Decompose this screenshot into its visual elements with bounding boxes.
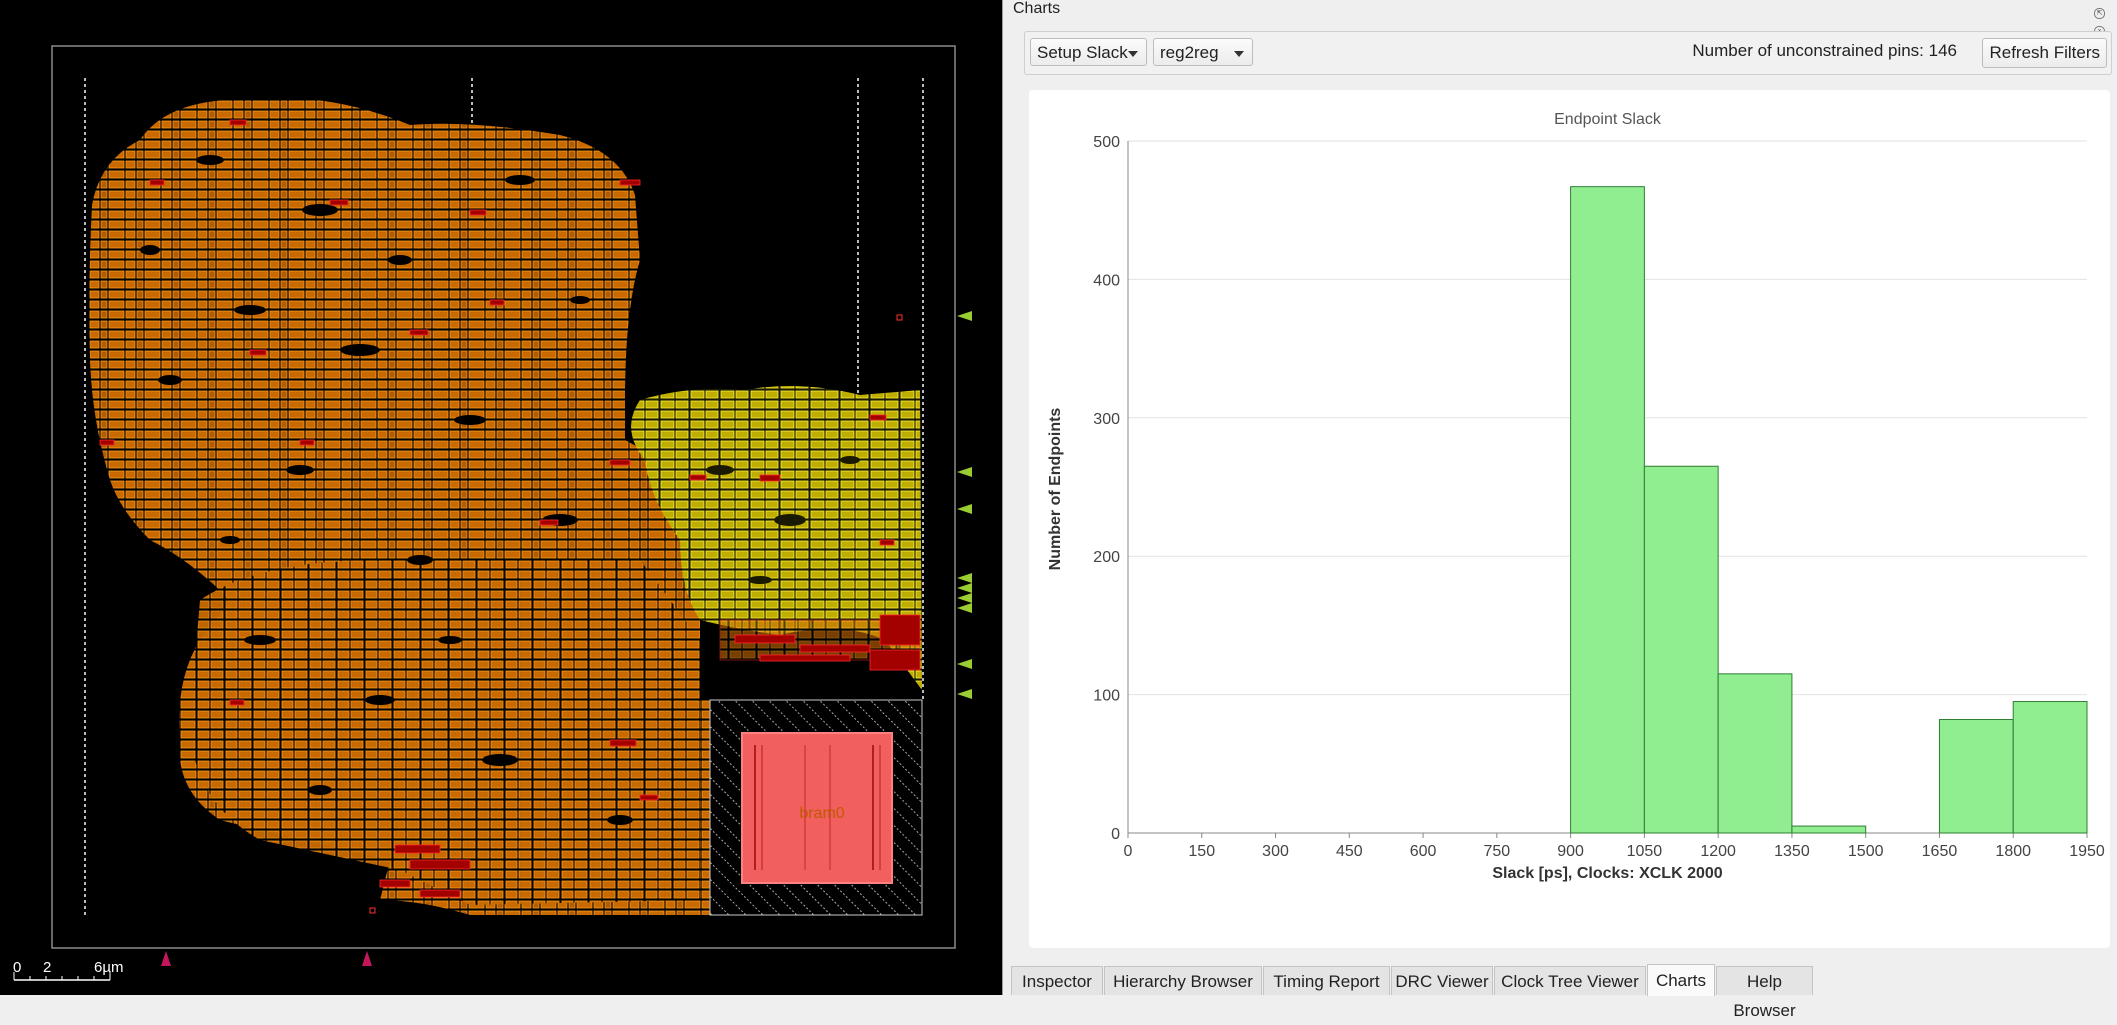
dock-controls: ⇱×	[2093, 2, 2115, 37]
bottom-tab-bar: Inspector Hierarchy Browser Timing Report D…	[1008, 964, 2117, 1020]
x-axis-label: Slack [ps], Clocks: XCLK 2000	[1492, 865, 1722, 882]
x-tick-label: 450	[1336, 843, 1363, 860]
refresh-filters-button[interactable]: Refresh Filters	[1982, 38, 2107, 68]
tab-clock-tree-viewer[interactable]: Clock Tree Viewer	[1494, 966, 1646, 995]
charts-dock: Charts ⇱× Setup Slack reg2reg Number of …	[1008, 0, 2117, 1020]
macro-label: bram0	[799, 805, 844, 822]
path-type-select[interactable]: Setup Slack	[1030, 38, 1147, 66]
x-tick-label: 600	[1410, 843, 1437, 860]
standard-cell-cluster-orange	[89, 98, 711, 915]
histogram-bar	[1938, 719, 2014, 834]
io-pins-bottom	[161, 951, 372, 966]
dock-title: Charts	[1013, 0, 1061, 17]
unconstrained-pins-label: Number of unconstrained pins: 146	[1692, 41, 1957, 60]
y-axis-label: Number of Endpoints	[1047, 408, 1064, 571]
scale-label-0: 0	[13, 959, 21, 976]
path-group-value: reg2reg	[1160, 43, 1219, 62]
x-tick-label: 1650	[1922, 843, 1958, 860]
y-tick-label: 0	[1111, 826, 1120, 843]
x-tick-label: 1050	[1627, 843, 1663, 860]
tab-charts[interactable]: Charts	[1647, 964, 1715, 996]
histogram-bar	[1643, 465, 1719, 834]
x-tick-label: 1500	[1848, 843, 1884, 860]
x-tick-label: 1800	[1995, 843, 2031, 860]
x-tick-label: 150	[1188, 843, 1215, 860]
endpoint-slack-histogram[interactable]: Endpoint Slack 0 100 200 300 400 500 0 150 300 450…	[1029, 90, 2110, 948]
io-pad-marker	[369, 907, 376, 914]
path-type-value: Setup Slack	[1037, 43, 1128, 62]
y-tick-label: 100	[1093, 688, 1120, 705]
histogram-bar	[1570, 186, 1645, 834]
tab-timing-report[interactable]: Timing Report	[1263, 966, 1390, 995]
x-tick-label: 300	[1262, 843, 1289, 860]
path-group-select[interactable]: reg2reg	[1153, 38, 1253, 66]
y-tick-label: 500	[1093, 134, 1120, 151]
scale-bar: 0 2 6µm	[13, 959, 123, 981]
tab-inspector[interactable]: Inspector	[1011, 966, 1103, 995]
scale-label-2: 2	[43, 959, 51, 976]
standard-cell-cluster-yellow	[631, 386, 922, 690]
macro-bram0[interactable]: bram0	[709, 699, 923, 916]
scale-label-6um: 6µm	[94, 959, 123, 976]
y-tick-label: 300	[1093, 411, 1120, 428]
x-tick-label: 1200	[1700, 843, 1736, 860]
x-tick-label: 1350	[1774, 843, 1810, 860]
x-tick-label: 1950	[2069, 843, 2105, 860]
io-pins-right	[957, 311, 972, 699]
tab-hierarchy-browser[interactable]: Hierarchy Browser	[1104, 966, 1262, 995]
histogram-bar	[1717, 673, 1793, 834]
charts-toolbar: Setup Slack reg2reg Number of unconstrai…	[1024, 31, 2112, 75]
chart-title: Endpoint Slack	[1554, 111, 1662, 128]
y-tick-label: 200	[1093, 549, 1120, 566]
histogram-bar	[1791, 825, 1867, 834]
float-icon[interactable]: ⇱	[2094, 8, 2105, 19]
io-pad-marker	[896, 314, 903, 321]
y-tick-label: 400	[1093, 272, 1120, 289]
chevron-down-icon	[1234, 51, 1244, 57]
layout-viewer[interactable]: bram0 0	[0, 0, 1003, 995]
tab-help-browser[interactable]: Help Browser	[1716, 966, 1813, 1020]
die-boundary	[51, 45, 956, 949]
x-tick-label: 0	[1124, 843, 1133, 860]
histogram-bar	[2012, 701, 2088, 834]
layout-canvas[interactable]: bram0 0	[0, 0, 1002, 995]
x-tick-label: 750	[1483, 843, 1510, 860]
chevron-down-icon	[1128, 51, 1138, 57]
critical-cells-red	[99, 119, 921, 898]
chart-area: Endpoint Slack 0 100 200 300 400 500 0 150 300 450…	[1029, 90, 2110, 948]
tab-drc-viewer[interactable]: DRC Viewer	[1391, 966, 1493, 995]
x-tick-label: 900	[1557, 843, 1584, 860]
